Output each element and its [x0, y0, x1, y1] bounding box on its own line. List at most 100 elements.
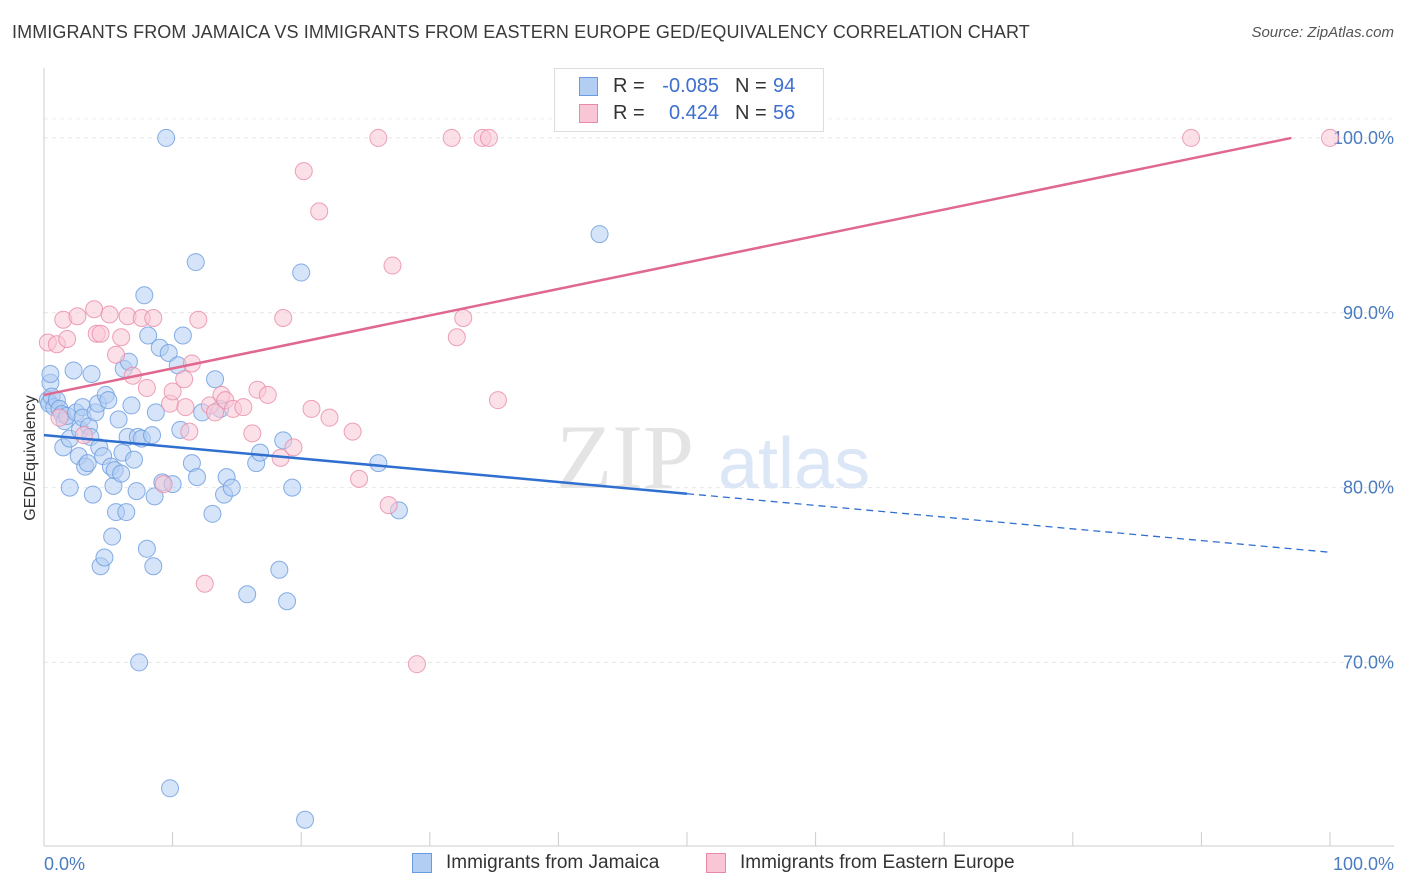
legend-swatch-eastern-europe: [579, 104, 598, 123]
data-point: [60, 478, 79, 497]
data-point: [283, 478, 302, 497]
data-point: [238, 585, 257, 604]
data-point: [68, 307, 87, 326]
data-points: [38, 128, 1339, 829]
data-point: [103, 527, 122, 546]
grid-lines: [44, 118, 1394, 663]
legend-n-value-eastern-europe: 56: [773, 102, 796, 124]
data-point: [294, 162, 313, 181]
trend-line-solid: [43, 136, 1292, 397]
data-point: [91, 324, 110, 343]
data-point: [447, 328, 466, 347]
bottom-legend-label-jamaica: Immigrants from Jamaica: [446, 852, 660, 873]
data-point: [175, 370, 194, 389]
data-point: [278, 592, 297, 611]
data-point: [379, 496, 398, 515]
data-point: [74, 426, 93, 445]
data-point: [78, 454, 97, 473]
y-tick-label: 80.0%: [1343, 478, 1394, 498]
data-point: [350, 469, 369, 488]
chart-title: IMMIGRANTS FROM JAMAICA VS IMMIGRANTS FR…: [12, 22, 1030, 42]
legend-swatch-jamaica: [579, 77, 598, 96]
data-point: [310, 202, 329, 221]
y-tick-label: 100.0%: [1333, 128, 1394, 148]
data-point: [206, 370, 225, 389]
data-point: [188, 468, 207, 487]
y-axis-tick-labels: 70.0% 80.0% 90.0% 100.0%: [1333, 128, 1394, 672]
y-tick-label: 90.0%: [1343, 303, 1394, 323]
data-point: [206, 403, 225, 422]
y-tick-label: 70.0%: [1343, 652, 1394, 672]
data-point: [296, 810, 315, 829]
data-point: [258, 385, 277, 404]
bottom-legend-label-eastern-europe: Immigrants from Eastern Europe: [740, 852, 1015, 873]
data-point: [157, 128, 176, 147]
data-point: [186, 253, 205, 272]
data-point: [1321, 128, 1339, 147]
data-point: [442, 128, 461, 147]
data-point: [203, 504, 222, 523]
data-point: [85, 300, 104, 319]
y-axis-label: GED/Equivalency: [22, 395, 39, 520]
stats-legend: R = -0.085 N = 94 R = 0.424 N = 56: [554, 68, 824, 132]
data-point: [234, 398, 253, 417]
watermark: ZIP atlas: [556, 406, 870, 508]
watermark-zip: ZIP: [556, 406, 694, 508]
data-point: [127, 482, 146, 501]
data-point: [454, 309, 473, 328]
data-point: [95, 548, 114, 567]
data-point: [112, 464, 131, 483]
data-point: [112, 328, 131, 347]
data-point: [369, 454, 388, 473]
data-point: [135, 286, 154, 305]
series-eastern-europe: [38, 128, 1339, 674]
legend-row-jamaica: R = -0.085 N = 94: [555, 73, 823, 100]
bottom-legend-swatch-eastern-europe: [706, 853, 726, 873]
data-point: [343, 422, 362, 441]
data-point: [163, 382, 182, 401]
legend-row-eastern-europe: R = 0.424 N = 56: [555, 100, 823, 127]
legend-r-label: R =: [613, 75, 645, 97]
x-tick-label-min: 0.0%: [44, 854, 85, 874]
legend-r-label: R =: [613, 102, 645, 124]
data-point: [161, 779, 180, 798]
data-point: [117, 503, 136, 522]
data-point: [144, 309, 163, 328]
legend-n-label: N =: [735, 102, 767, 124]
data-point: [189, 310, 208, 329]
data-point: [154, 475, 173, 494]
data-point: [83, 485, 102, 504]
data-point: [122, 396, 141, 415]
data-point: [284, 438, 303, 457]
data-point: [130, 653, 149, 672]
source-credit: Source: ZipAtlas.com: [1251, 24, 1394, 41]
data-point: [320, 408, 339, 427]
data-point: [146, 403, 165, 422]
data-point: [383, 256, 402, 275]
data-point: [143, 426, 162, 445]
data-point: [100, 305, 119, 324]
data-point: [82, 364, 101, 383]
data-point: [64, 361, 83, 380]
data-point: [99, 391, 118, 410]
watermark-atlas: atlas: [718, 424, 870, 504]
series-jamaica: [38, 128, 609, 829]
data-point: [369, 128, 388, 147]
axes: [43, 68, 1394, 847]
data-point: [243, 424, 262, 443]
trend-line-solid: [43, 433, 688, 495]
trend-line-dashed: [686, 493, 1331, 553]
x-axis-ticks: [43, 832, 1331, 846]
data-point: [144, 557, 163, 576]
data-point: [137, 539, 156, 558]
data-point: [137, 378, 156, 397]
data-point: [274, 309, 293, 328]
data-point: [159, 343, 178, 362]
data-point: [50, 408, 69, 427]
data-point: [109, 410, 128, 429]
data-point: [1182, 128, 1201, 147]
data-point: [139, 326, 158, 345]
legend-n-label: N =: [735, 75, 767, 97]
data-point: [479, 128, 498, 147]
